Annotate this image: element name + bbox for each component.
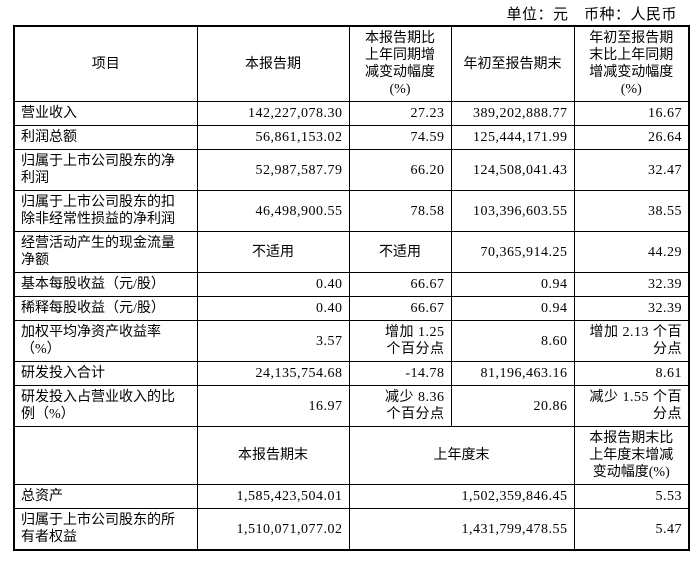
table-header-row: 项目 本报告期 本报告期比 上年同期增 减变动幅度 (%) 年初至报告期末 年初…: [13, 25, 690, 102]
table-cell: 16.97: [196, 385, 350, 427]
table-cell: 5.53: [573, 484, 690, 509]
table-cell: 74.59: [348, 125, 452, 150]
financial-summary-table: 项目 本报告期 本报告期比 上年同期增 减变动幅度 (%) 年初至报告期末 年初…: [13, 25, 690, 551]
table-cell: 66.67: [348, 296, 452, 321]
table-cell: 38.55: [573, 190, 690, 232]
row-label: 利润总额: [13, 125, 198, 150]
table-cell: 0.94: [450, 272, 575, 297]
table-cell: 46,498,900.55: [196, 190, 350, 232]
table-cell: 389,202,888.77: [450, 101, 575, 126]
table-cell: 8.61: [573, 361, 690, 386]
table-cell: 103,396,603.55: [450, 190, 575, 232]
row-label: 总资产: [13, 484, 198, 509]
header-item: 项目: [13, 25, 198, 102]
second-header-period-end: 本报告期末: [196, 426, 350, 485]
table-cell: 5.47: [573, 508, 690, 551]
table-cell: 8.60: [450, 320, 575, 362]
table-cell: 70,365,914.25: [450, 231, 575, 273]
table-cell: 142,227,078.30: [196, 101, 350, 126]
second-header-row: 本报告期末 上年度末 本报告期末比 上年度末增减 变动幅度(%): [13, 426, 690, 485]
second-header-period-end-change: 本报告期末比 上年度末增减 变动幅度(%): [573, 426, 690, 485]
table-cell: 1,510,071,077.02: [196, 508, 350, 551]
table-row: 基本每股收益（元/股） 0.40 66.67 0.94 32.39: [13, 272, 690, 297]
table-cell: 24,135,754.68: [196, 361, 350, 386]
table-cell: 增加 1.25 个百分点: [348, 320, 452, 362]
table-row: 利润总额 56,861,153.02 74.59 125,444,171.99 26.6…: [13, 125, 690, 150]
row-label: 归属于上市公司股东的扣 除非经常性损益的净利润: [13, 190, 198, 232]
second-header-empty: [13, 426, 198, 485]
row-label: 基本每股收益（元/股）: [13, 272, 198, 297]
table-row: 稀释每股收益（元/股） 0.40 66.67 0.94 32.39: [13, 296, 690, 321]
table-cell: -14.78: [348, 361, 452, 386]
table-cell: 不适用: [348, 231, 452, 273]
table-cell: 27.23: [348, 101, 452, 126]
row-label: 归属于上市公司股东的所 有者权益: [13, 508, 198, 551]
table-body-period-metrics: 营业收入 142,227,078.30 27.23 389,202,888.77 16.…: [13, 101, 690, 427]
table-cell: 26.64: [573, 125, 690, 150]
table-cell: 66.20: [348, 149, 452, 191]
table-cell: 减少 8.36 个百分点: [348, 385, 452, 427]
table-cell: 不适用: [196, 231, 350, 273]
table-cell: 0.40: [196, 296, 350, 321]
table-row: 总资产 1,585,423,504.01 1,502,359,846.45 5.53: [13, 484, 690, 509]
unit-currency-note: 单位：元 币种：人民币: [506, 7, 677, 23]
table-row: 研发投入合计 24,135,754.68 -14.78 81,196,463.16 8.…: [13, 361, 690, 386]
row-label: 研发投入合计: [13, 361, 198, 386]
table-cell: 32.47: [573, 149, 690, 191]
table-cell: 20.86: [450, 385, 575, 427]
table-cell: 1,502,359,846.45: [348, 484, 575, 509]
table-cell: 124,508,041.43: [450, 149, 575, 191]
table-cell: 32.39: [573, 272, 690, 297]
row-label: 经营活动产生的现金流量 净额: [13, 231, 198, 273]
table-cell: 66.67: [348, 272, 452, 297]
table-row: 归属于上市公司股东的扣 除非经常性损益的净利润 46,498,900.55 78.5…: [13, 190, 690, 232]
header-current-period: 本报告期: [196, 25, 350, 102]
header-year-to-date: 年初至报告期末: [450, 25, 575, 102]
table-cell: 32.39: [573, 296, 690, 321]
row-label: 归属于上市公司股东的净 利润: [13, 149, 198, 191]
table-cell: 56,861,153.02: [196, 125, 350, 150]
table-cell: 44.29: [573, 231, 690, 273]
table-cell: 3.57: [196, 320, 350, 362]
table-row: 归属于上市公司股东的净 利润 52,987,587.79 66.20 124,508,…: [13, 149, 690, 191]
table-cell: 增加 2.13 个百 分点: [573, 320, 690, 362]
table-row: 研发投入占营业收入的比 例（%） 16.97 减少 8.36 个百分点 20.86 减少…: [13, 385, 690, 427]
table-cell: 16.67: [573, 101, 690, 126]
row-label: 营业收入: [13, 101, 198, 126]
header-current-yoy-change: 本报告期比 上年同期增 减变动幅度 (%): [348, 25, 452, 102]
table-cell: 1,431,799,478.55: [348, 508, 575, 551]
table-cell: 78.58: [348, 190, 452, 232]
row-label: 研发投入占营业收入的比 例（%）: [13, 385, 198, 427]
table-body-balance-metrics: 总资产 1,585,423,504.01 1,502,359,846.45 5.53 归…: [13, 484, 690, 551]
table-cell: 减少 1.55 个百 分点: [573, 385, 690, 427]
row-label: 稀释每股收益（元/股）: [13, 296, 198, 321]
table-row: 归属于上市公司股东的所 有者权益 1,510,071,077.02 1,431,79…: [13, 508, 690, 551]
table-cell: 52,987,587.79: [196, 149, 350, 191]
table-row: 营业收入 142,227,078.30 27.23 389,202,888.77 16.…: [13, 101, 690, 126]
table-cell: 1,585,423,504.01: [196, 484, 350, 509]
row-label: 加权平均净资产收益率 （%）: [13, 320, 198, 362]
table-row: 经营活动产生的现金流量 净额 不适用 不适用 70,365,914.25 44.29: [13, 231, 690, 273]
table-cell: 0.94: [450, 296, 575, 321]
table-cell: 81,196,463.16: [450, 361, 575, 386]
second-header-prior-year-end: 上年度末: [348, 426, 575, 485]
table-cell: 0.40: [196, 272, 350, 297]
header-ytd-yoy-change: 年初至报告期 末比上年同期 增减变动幅度 (%): [573, 25, 690, 102]
table-row: 加权平均净资产收益率 （%） 3.57 增加 1.25 个百分点 8.60 增加 2.1…: [13, 320, 690, 362]
table-body-balance-header: 本报告期末 上年度末 本报告期末比 上年度末增减 变动幅度(%): [13, 426, 690, 485]
table-cell: 125,444,171.99: [450, 125, 575, 150]
